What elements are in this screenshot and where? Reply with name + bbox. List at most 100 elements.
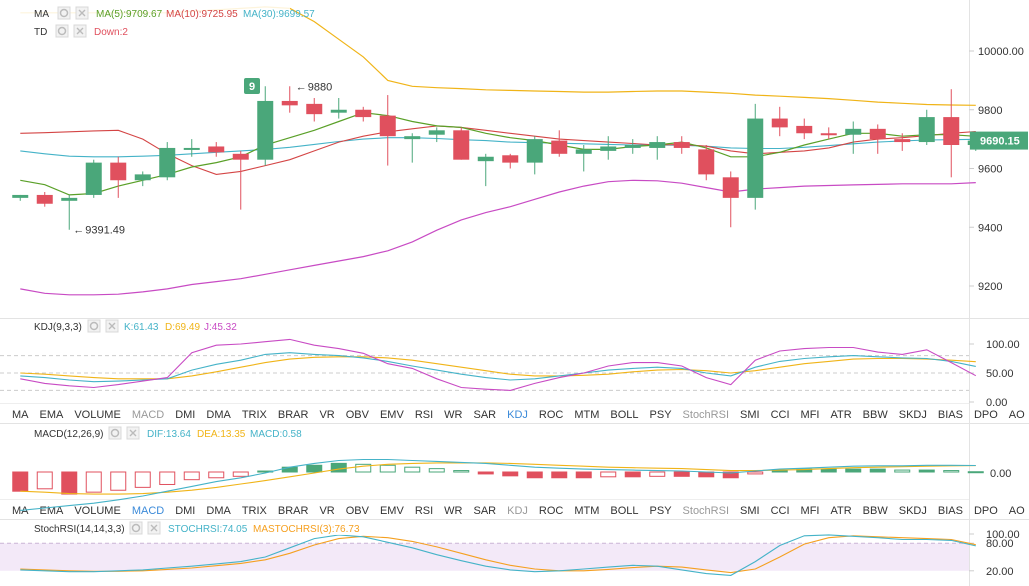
- row1-boll[interactable]: BOLL: [610, 409, 638, 421]
- row1-vr[interactable]: VR: [319, 409, 334, 421]
- kdj-close-icon[interactable]: [105, 319, 119, 333]
- row2-atr[interactable]: ATR: [830, 505, 851, 517]
- kdj-k-line: [20, 352, 976, 383]
- stochrsi-settings-icon[interactable]: [129, 521, 143, 535]
- y-tick-label: 10000.00: [978, 46, 1024, 58]
- legend-ma-settings-icon[interactable]: [57, 6, 71, 20]
- stochrsi-y-tick-label: 100.00: [986, 529, 1020, 541]
- row1-dpo[interactable]: DPO: [974, 409, 998, 421]
- row1-cci[interactable]: CCI: [771, 409, 790, 421]
- stochrsi-band: [0, 543, 969, 571]
- row2-vr[interactable]: VR: [319, 505, 334, 517]
- macd-close-icon[interactable]: [126, 426, 140, 440]
- row1-brar[interactable]: BRAR: [278, 409, 309, 421]
- last-price-tag: [970, 131, 1028, 150]
- mastochrsi-value: MASTOCHRSI(3):76.73: [253, 524, 360, 535]
- candle-body: [943, 117, 960, 145]
- legend-ma-close-icon[interactable]: [75, 6, 89, 20]
- row1-trix[interactable]: TRIX: [242, 409, 268, 421]
- ma5-line: [20, 112, 976, 196]
- row2-macd[interactable]: MACD: [132, 505, 164, 517]
- candle-body: [551, 140, 568, 154]
- row1-sar[interactable]: SAR: [473, 409, 496, 421]
- row1-ma[interactable]: MA: [12, 409, 29, 421]
- row1-dma[interactable]: DMA: [206, 409, 231, 421]
- row2-boll[interactable]: BOLL: [610, 505, 638, 517]
- row2-dmi[interactable]: DMI: [175, 505, 195, 517]
- row1-obv[interactable]: OBV: [346, 409, 370, 421]
- row2-psy[interactable]: PSY: [650, 505, 673, 517]
- row2-obv[interactable]: OBV: [346, 505, 370, 517]
- stochrsi-value: STOCHRSI:74.05: [168, 524, 248, 535]
- macd-histogram-bar: [379, 464, 396, 473]
- macd-histogram-bar: [134, 471, 151, 488]
- low-arrow-icon: ←: [73, 225, 84, 237]
- row1-bbw[interactable]: BBW: [863, 409, 889, 421]
- row2-wr[interactable]: WR: [444, 505, 462, 517]
- legend-td-settings-icon[interactable]: [55, 24, 69, 38]
- macd-histogram-bar: [453, 470, 470, 473]
- kdj-y-tick-label: 50.00: [986, 368, 1014, 380]
- row2-trix[interactable]: TRIX: [242, 505, 268, 517]
- row1-macd[interactable]: MACD: [132, 409, 164, 421]
- macd-histogram-bar: [502, 471, 519, 477]
- candle-body: [796, 125, 813, 134]
- row1-mfi[interactable]: MFI: [801, 409, 820, 421]
- row2-stochrsi[interactable]: StochRSI: [683, 505, 729, 517]
- row1-psy[interactable]: PSY: [650, 409, 673, 421]
- row1-bias[interactable]: BIAS: [938, 409, 963, 421]
- macd-histogram-bar: [12, 471, 29, 492]
- row1-ao[interactable]: AO: [1009, 409, 1025, 421]
- row2-mfi[interactable]: MFI: [801, 505, 820, 517]
- row2-emv[interactable]: EMV: [380, 505, 405, 517]
- row2-roc[interactable]: ROC: [539, 505, 564, 517]
- macd-histogram-bar: [747, 471, 764, 475]
- kdj-y-tick-label: 100.00: [986, 339, 1020, 351]
- row1-roc[interactable]: ROC: [539, 409, 564, 421]
- row1-ema[interactable]: EMA: [40, 409, 65, 421]
- candle-body: [453, 130, 470, 160]
- row2-smi[interactable]: SMI: [740, 505, 760, 517]
- row2-dpo[interactable]: DPO: [974, 505, 998, 517]
- row2-skdj[interactable]: SKDJ: [899, 505, 927, 517]
- row1-volume[interactable]: VOLUME: [74, 409, 120, 421]
- low-marker-label: 9391.49: [85, 225, 125, 237]
- macd-histogram-bar: [918, 469, 935, 473]
- row2-cci[interactable]: CCI: [771, 505, 790, 517]
- row2-bias[interactable]: BIAS: [938, 505, 963, 517]
- row2-brar[interactable]: BRAR: [278, 505, 309, 517]
- row2-ao[interactable]: AO: [1009, 505, 1025, 517]
- candle-body: [747, 118, 764, 198]
- row1-smi[interactable]: SMI: [740, 409, 760, 421]
- legend-td-close-icon[interactable]: [73, 24, 87, 38]
- row1-skdj[interactable]: SKDJ: [899, 409, 927, 421]
- row2-bbw[interactable]: BBW: [863, 505, 889, 517]
- stochrsi-y-tick-label: 80.00: [986, 538, 1014, 550]
- kdj-k-value: K:61.43: [124, 322, 159, 333]
- row1-emv[interactable]: EMV: [380, 409, 405, 421]
- macd-histogram-bar: [551, 471, 568, 479]
- row2-sar[interactable]: SAR: [473, 505, 496, 517]
- candle-body: [820, 133, 837, 136]
- stochrsi-close-icon[interactable]: [147, 521, 161, 535]
- row1-wr[interactable]: WR: [444, 409, 462, 421]
- candle-body: [134, 174, 151, 181]
- row2-mtm[interactable]: MTM: [574, 505, 599, 517]
- row1-rsi[interactable]: RSI: [415, 409, 433, 421]
- row2-kdj[interactable]: KDJ: [507, 505, 528, 517]
- row2-volume[interactable]: VOLUME: [74, 505, 120, 517]
- row2-dma[interactable]: DMA: [206, 505, 231, 517]
- row1-mtm[interactable]: MTM: [574, 409, 599, 421]
- row2-rsi[interactable]: RSI: [415, 505, 433, 517]
- row1-atr[interactable]: ATR: [830, 409, 851, 421]
- row2-ma[interactable]: MA: [12, 505, 29, 517]
- row1-stochrsi[interactable]: StochRSI: [683, 409, 729, 421]
- macd-histogram-bar: [600, 471, 617, 478]
- row1-kdj[interactable]: KDJ: [507, 409, 528, 421]
- row1-dmi[interactable]: DMI: [175, 409, 195, 421]
- macd-dea-value: DEA:13.35: [197, 429, 246, 440]
- last-price-label: 9690.15: [980, 136, 1020, 148]
- macd-settings-icon[interactable]: [108, 426, 122, 440]
- candle-body: [894, 139, 911, 143]
- kdj-settings-icon[interactable]: [87, 319, 101, 333]
